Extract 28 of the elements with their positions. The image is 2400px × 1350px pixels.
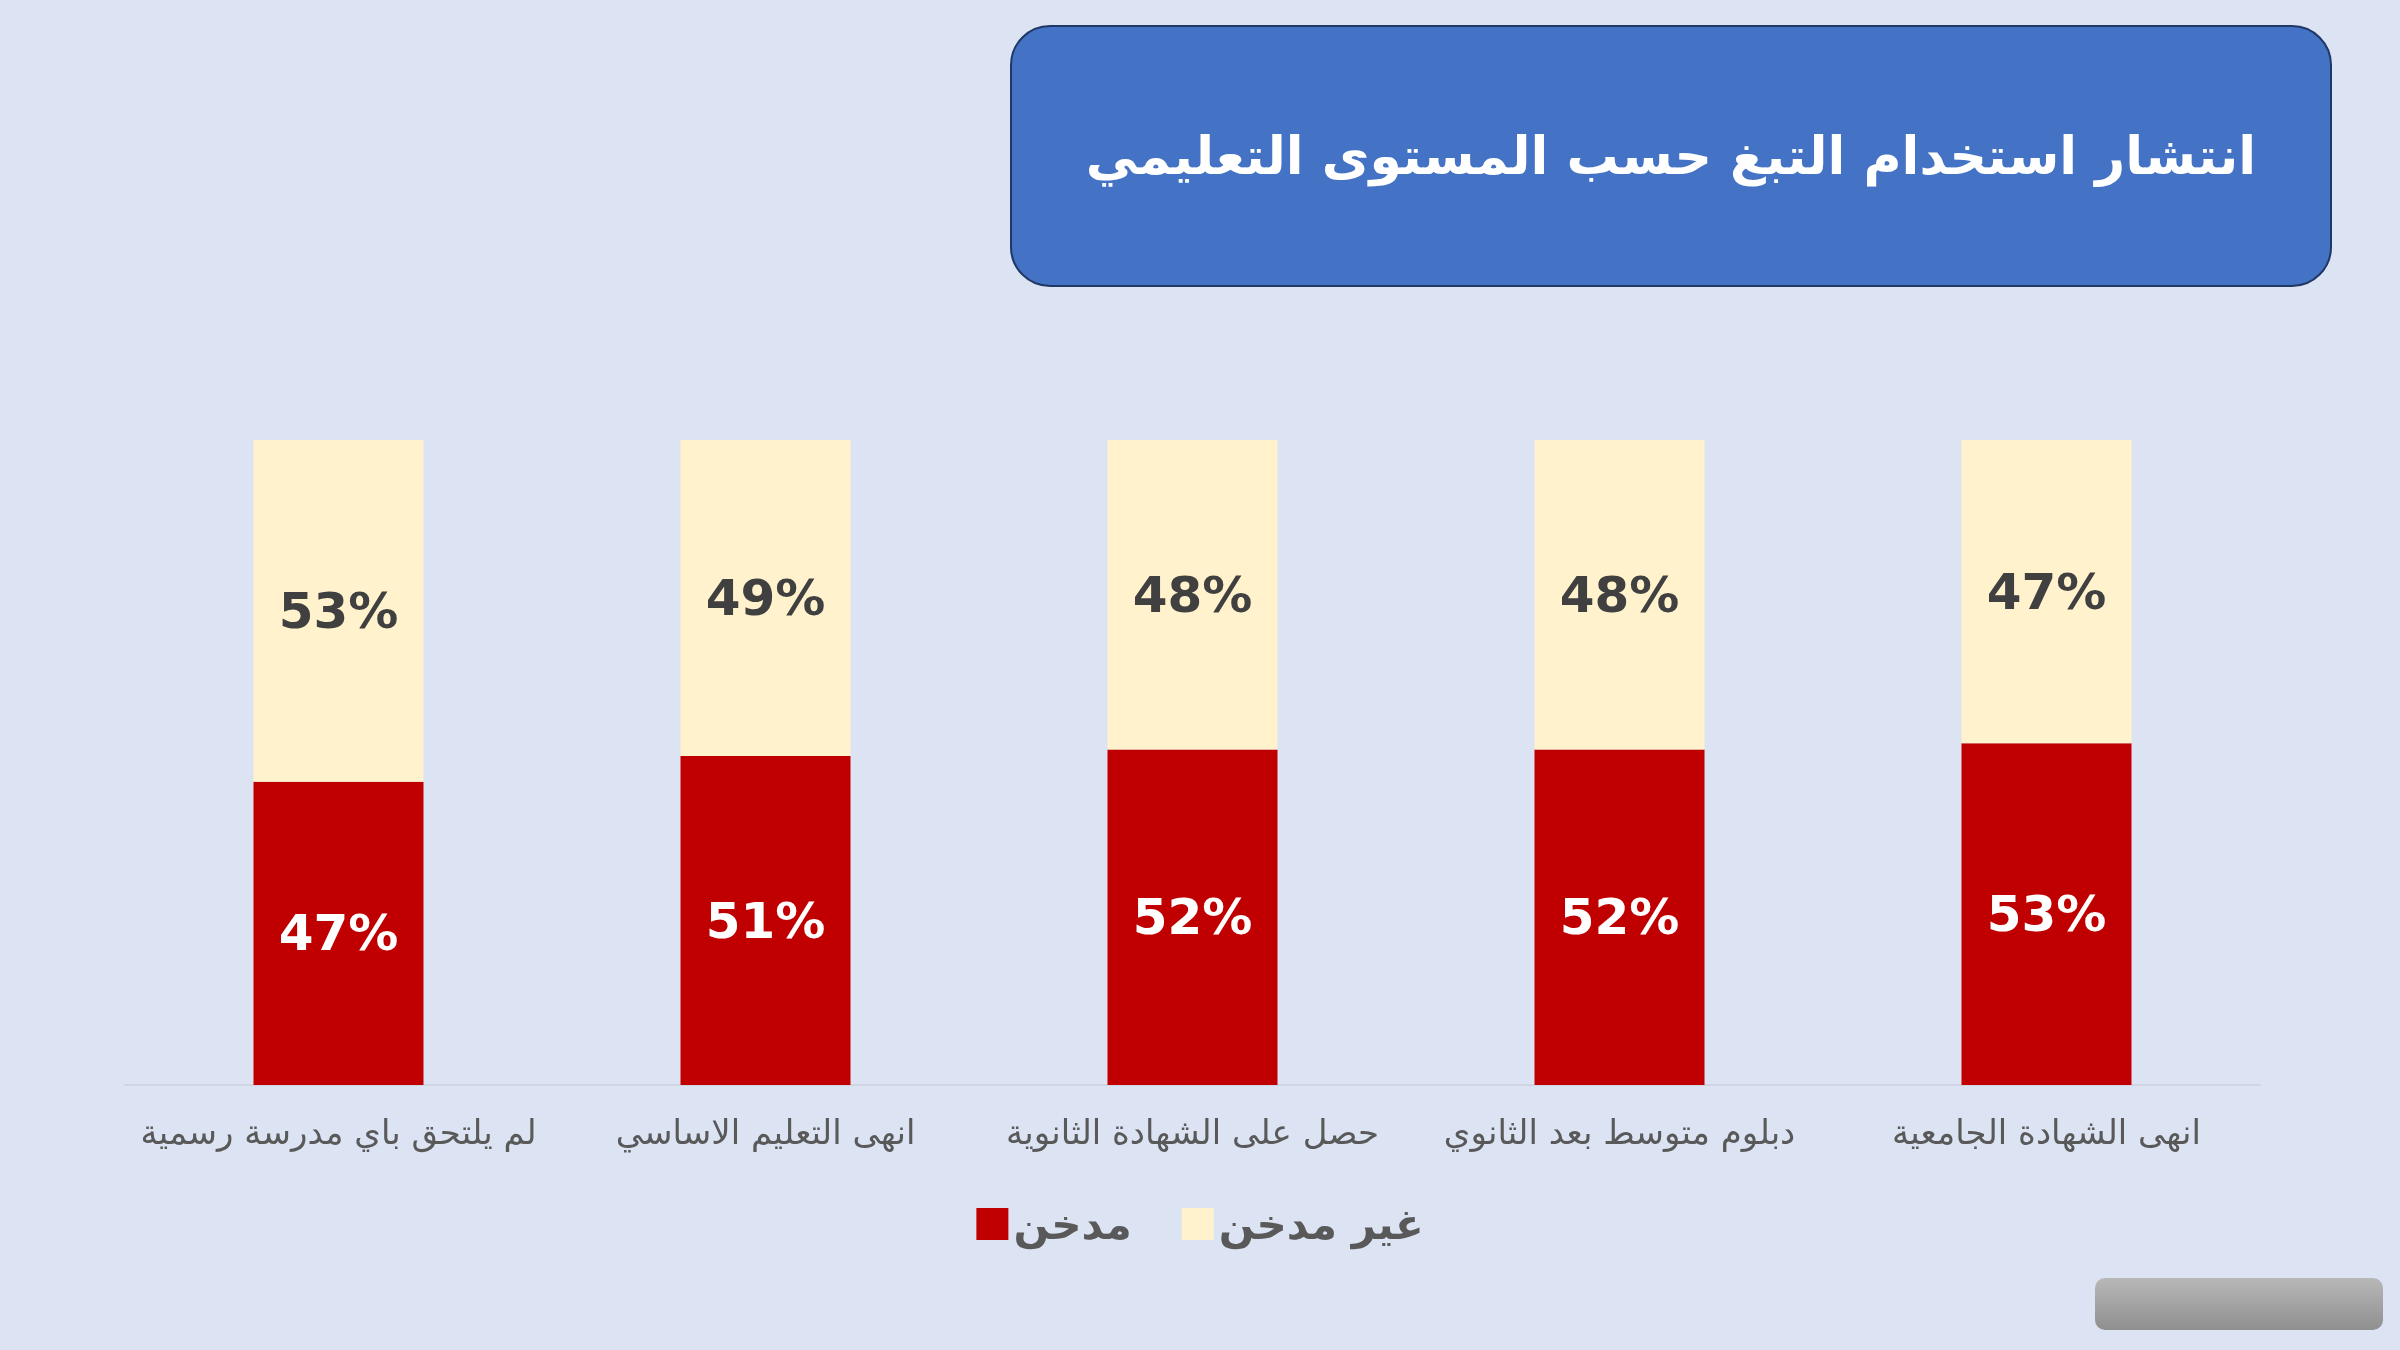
data-label: 47% <box>1986 562 2107 621</box>
data-label: 48% <box>1559 565 1680 624</box>
data-label: 48% <box>1132 565 1253 624</box>
bar <box>1107 749 1278 1085</box>
bar <box>253 781 424 1085</box>
data-label: 51% <box>705 891 826 950</box>
legend-label: مدخن <box>1013 1199 1132 1250</box>
legend-label: غير مدخن <box>1218 1199 1424 1250</box>
bar <box>680 756 851 1085</box>
x-tick-label: لم يلتحق باي مدرسة رسمية <box>140 1112 537 1153</box>
data-label: 47% <box>278 904 399 963</box>
bar <box>1961 743 2132 1085</box>
bar <box>680 440 851 757</box>
data-label: 53% <box>1986 885 2107 944</box>
bar <box>1107 440 1278 750</box>
x-tick-label: انهى الشهادة الجامعية <box>1892 1112 2201 1152</box>
data-label: 53% <box>278 581 399 640</box>
x-tick-label: حصل على الشهادة الثانوية <box>1006 1112 1379 1153</box>
data-label: 49% <box>705 569 826 628</box>
chart-title: انتشار استخدام التبغ حسب المستوى التعليمي <box>1085 126 2257 186</box>
data-label: 52% <box>1132 888 1253 947</box>
bar <box>1534 440 1705 750</box>
bar <box>1534 749 1705 1085</box>
bar <box>253 440 424 782</box>
data-label: 52% <box>1559 888 1680 947</box>
x-tick-label: انهى التعليم الاساسي <box>615 1112 916 1153</box>
bar <box>1961 440 2132 744</box>
x-tick-label: دبلوم متوسط بعد الثانوي <box>1443 1112 1796 1153</box>
